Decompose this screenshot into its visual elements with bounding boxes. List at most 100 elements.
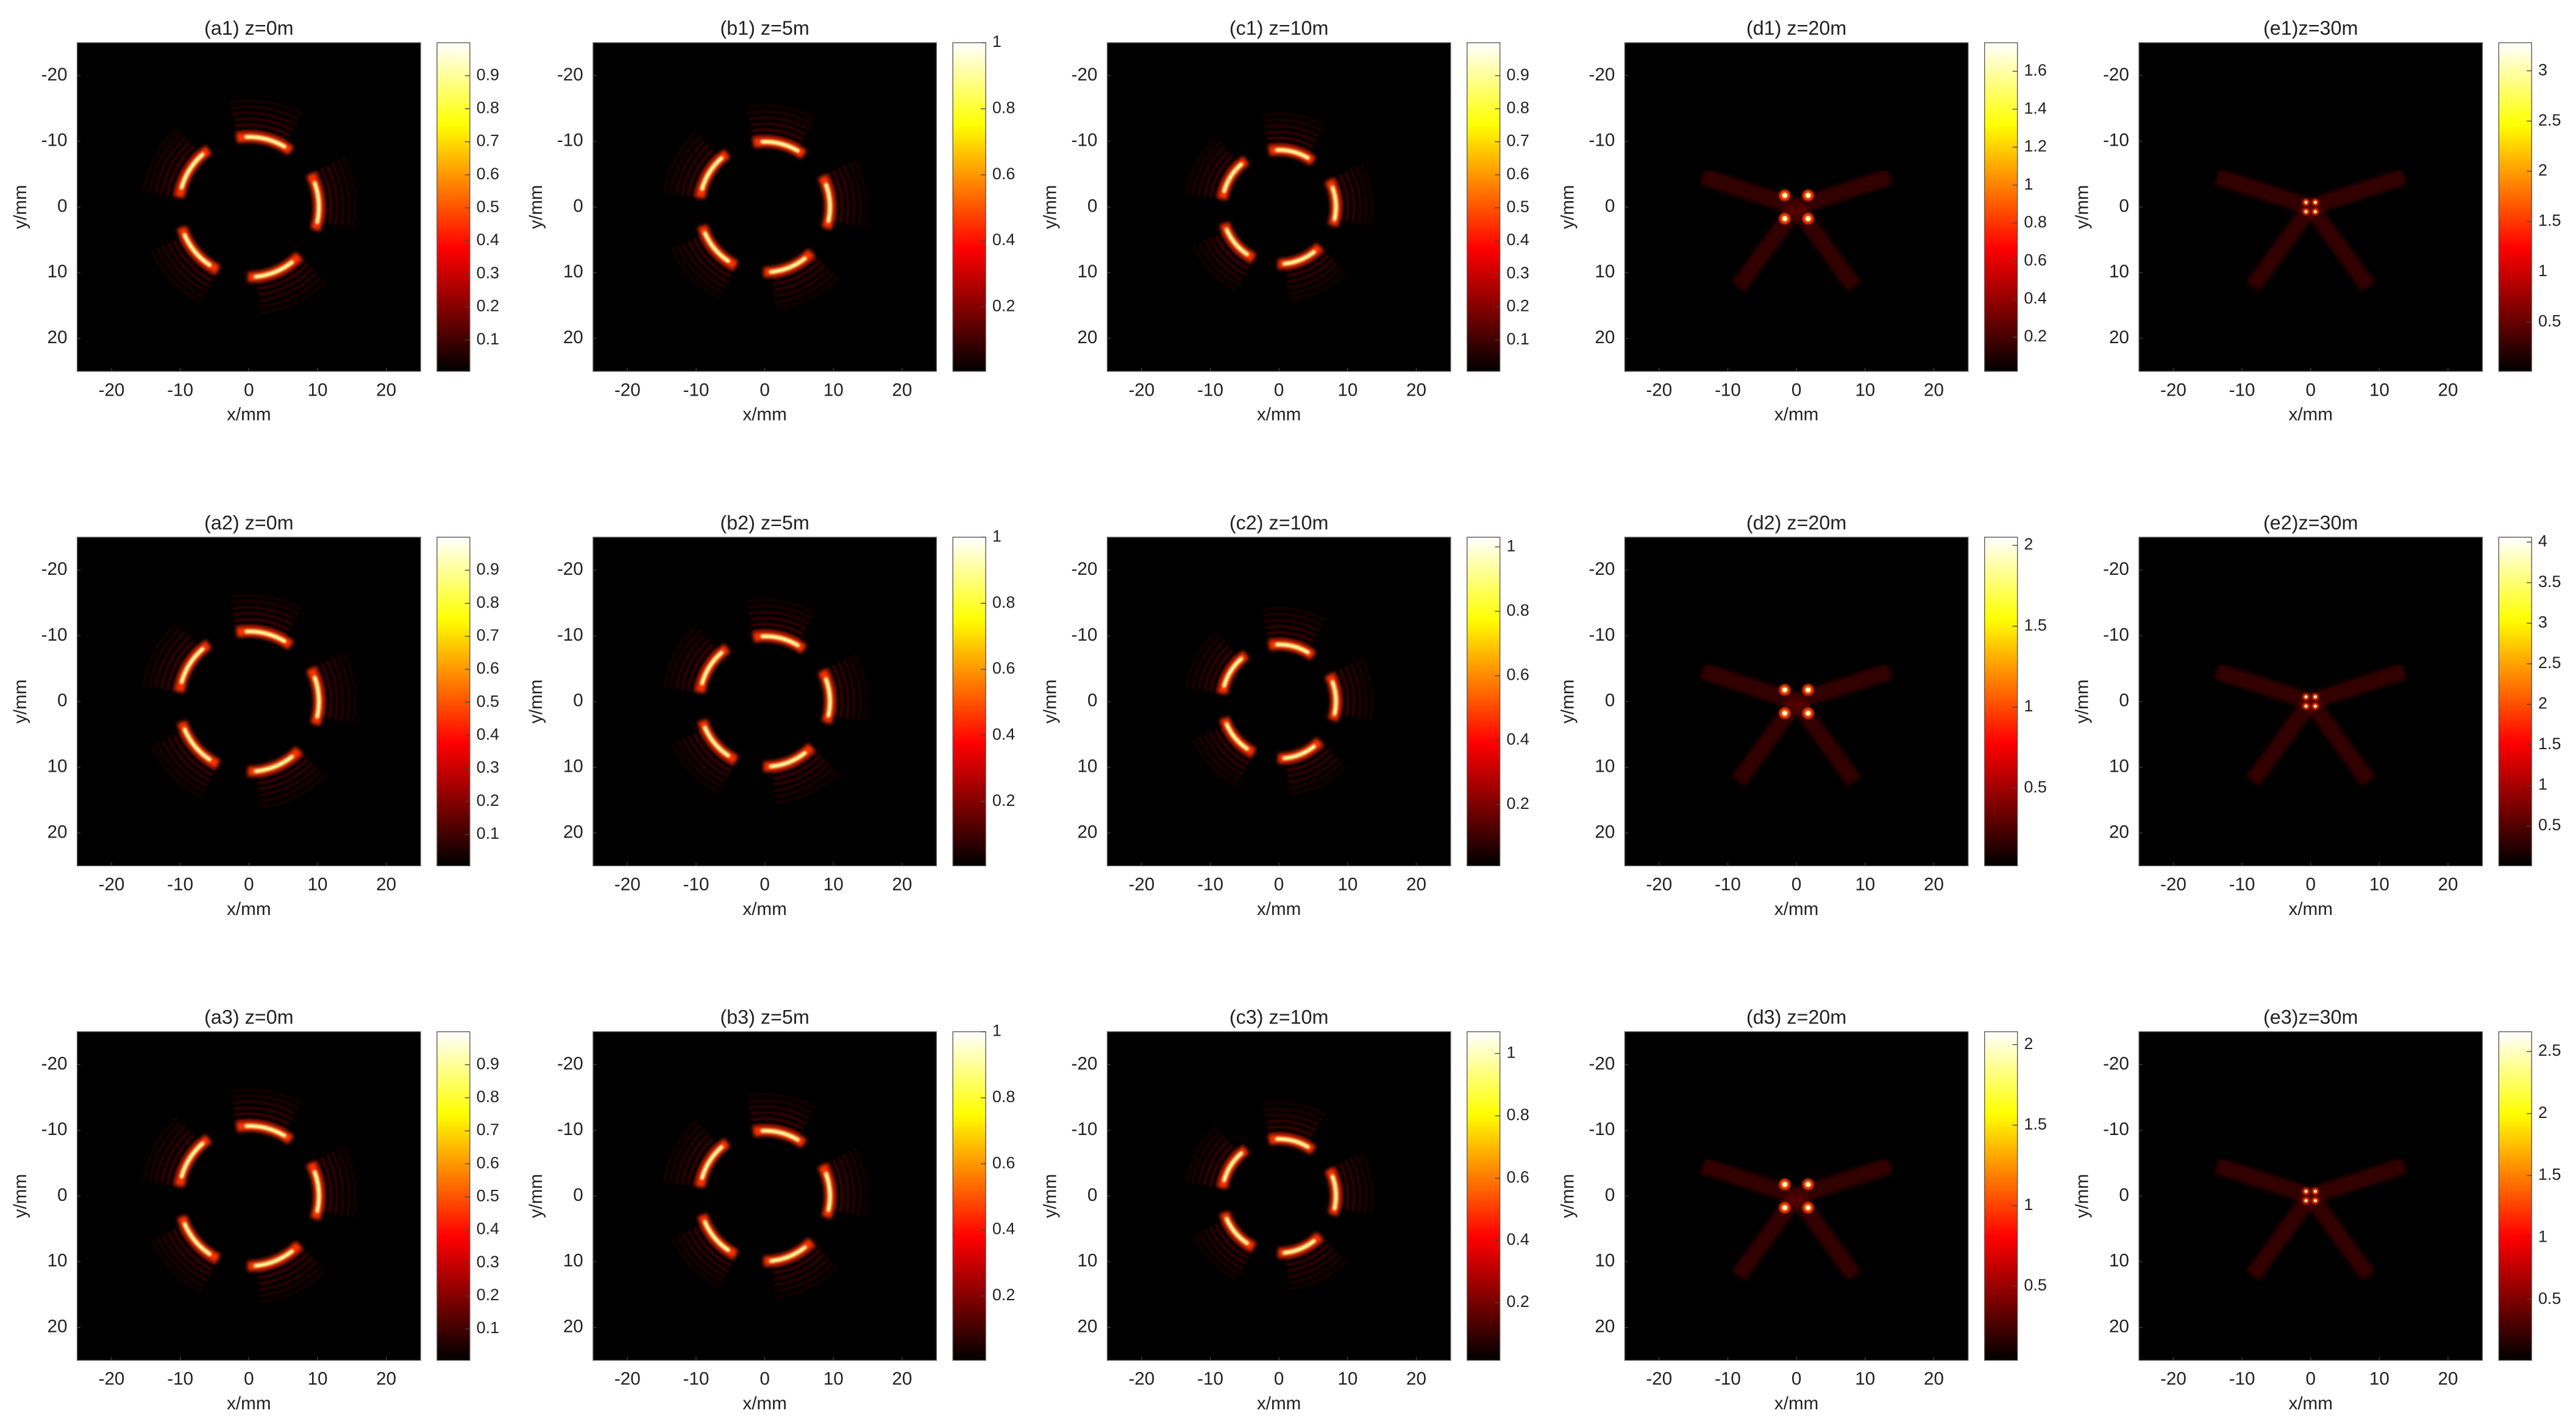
y-axis-label: y/mm [1558, 185, 1578, 229]
intensity-image [1184, 607, 1374, 796]
x-tick-label: -10 [1197, 380, 1223, 400]
x-tick-label: 20 [376, 1369, 396, 1389]
side-lobe [147, 600, 350, 803]
side-lobe [1203, 1119, 1356, 1273]
x-tick-label: 20 [892, 875, 912, 895]
focal-spot [1782, 216, 1788, 222]
colorbar-tick-label: 0.8 [477, 99, 499, 117]
panel-title: (e2)z=30m [2263, 511, 2358, 533]
intensity-image [1184, 1101, 1374, 1290]
y-axis-label: y/mm [1041, 1174, 1061, 1218]
colorbar-tick-label: 0.5 [2538, 1289, 2561, 1308]
y-axis-label: y/mm [2072, 680, 2092, 724]
x-tick-label: 10 [2369, 380, 2389, 400]
x-tick-label: -20 [1128, 1369, 1155, 1389]
side-lobe [153, 606, 344, 797]
colorbar-tick-label: 0.2 [992, 1286, 1015, 1304]
colorbar-tick-label: 0.9 [477, 65, 499, 84]
panel-title: (c2) z=10m [1229, 511, 1329, 533]
colorbar-tick-label: 0.2 [477, 791, 499, 810]
ring-core [1220, 642, 1338, 761]
focal-spot [2304, 201, 2308, 204]
colorbar-tick-label: 1 [992, 32, 1002, 51]
intensity-image [141, 1088, 357, 1304]
plot-area [1107, 43, 1451, 372]
x-axis-label: x/mm [2289, 899, 2333, 919]
beam-streak [2308, 1158, 2407, 1204]
y-tick-label: -20 [2103, 559, 2129, 579]
colorbar-tick-label: 1 [2538, 1227, 2547, 1245]
colorbar-tick-label: 1 [2538, 775, 2547, 794]
y-tick-label: 10 [563, 756, 583, 776]
y-tick-label: 10 [48, 1251, 68, 1271]
x-tick-label: 10 [824, 875, 844, 895]
y-tick-label: 20 [48, 1317, 68, 1337]
side-lobe [674, 1105, 856, 1287]
side-lobe [171, 129, 327, 285]
y-tick-label: 20 [48, 327, 68, 347]
y-tick-label: 20 [48, 822, 68, 842]
y-tick-label: 20 [1595, 822, 1615, 842]
x-tick-label: 0 [760, 1369, 769, 1389]
x-axis-label: x/mm [227, 899, 271, 919]
focal-spot [1805, 710, 1811, 716]
side-lobe [1197, 619, 1362, 784]
x-axis-label: x/mm [2289, 1393, 2333, 1414]
y-axis-label: y/mm [526, 1174, 546, 1218]
plot-area [592, 1031, 937, 1361]
colorbar [1984, 536, 2018, 867]
x-tick-label: -10 [683, 875, 710, 895]
side-lobe [165, 1112, 332, 1279]
colorbar-tick-label: 4 [2538, 532, 2547, 550]
colorbar-tick-label: 0.2 [1506, 1292, 1529, 1311]
y-tick-label: -20 [1589, 1053, 1615, 1073]
y-tick-label: -10 [1072, 130, 1098, 151]
plot-area [592, 537, 937, 866]
x-tick-label: 20 [1924, 875, 1944, 895]
panel: (e1)z=30m x/mm y/mm -20 -10 0 10 20 20 10 0 -10 -20 0… [2072, 17, 2561, 425]
y-tick-label: 0 [1605, 196, 1615, 216]
x-tick-label: 0 [244, 380, 254, 400]
y-axis-label: y/mm [10, 1174, 30, 1218]
colorbar-tick-label: 1 [992, 1022, 1002, 1040]
colorbar-tick-label: 0.1 [1506, 330, 1529, 348]
colorbar [436, 42, 471, 372]
colorbar [436, 536, 471, 867]
focal-spot [2313, 1199, 2317, 1203]
panel: (e3)z=30m x/mm y/mm -20 -10 0 10 20 20 10 0 -10 -20 0… [2072, 1006, 2561, 1414]
colorbar-tick-label: 2.5 [2538, 653, 2561, 672]
y-tick-label: 0 [1087, 196, 1097, 216]
beam-streak [2304, 202, 2375, 292]
y-tick-label: -20 [41, 559, 68, 579]
colorbar-tick-label: 3 [2538, 60, 2547, 79]
x-axis-label: x/mm [227, 405, 271, 425]
panel-title: (c1) z=10m [1229, 17, 1329, 39]
side-lobe [1208, 631, 1350, 772]
intensity-image [1700, 108, 1893, 292]
y-tick-label: -10 [557, 1119, 583, 1139]
y-tick-label: -10 [2103, 130, 2129, 151]
y-tick-label: 20 [1077, 822, 1097, 842]
beam-streak [2246, 696, 2318, 786]
focal-spot [2313, 201, 2317, 204]
intensity-image [1700, 1097, 1893, 1281]
colorbar-tick-label: 0.8 [992, 1087, 1015, 1106]
x-tick-label: -10 [1715, 875, 1741, 895]
y-tick-label: 10 [2109, 1251, 2129, 1271]
panel: (a3) z=0m x/mm y/mm -20 -10 0 10 20 20 10 0 -10 -20 0… [10, 1006, 499, 1414]
y-tick-label: 10 [1077, 1251, 1097, 1271]
colorbar [952, 42, 986, 372]
x-axis-label: x/mm [1257, 899, 1301, 919]
y-tick-label: 10 [2109, 262, 2129, 282]
x-tick-label: 0 [1274, 380, 1284, 400]
y-tick-label: 0 [1087, 691, 1097, 711]
plot-area [77, 1031, 421, 1361]
x-tick-label: -10 [167, 380, 193, 400]
focal-spot [2313, 210, 2317, 213]
beam-streak [2214, 1158, 2313, 1204]
side-lobe [668, 1099, 862, 1293]
y-axis-label: y/mm [1041, 185, 1061, 229]
beam-streak [2308, 168, 2407, 215]
side-lobe [686, 128, 844, 286]
y-tick-label: -10 [41, 625, 68, 645]
